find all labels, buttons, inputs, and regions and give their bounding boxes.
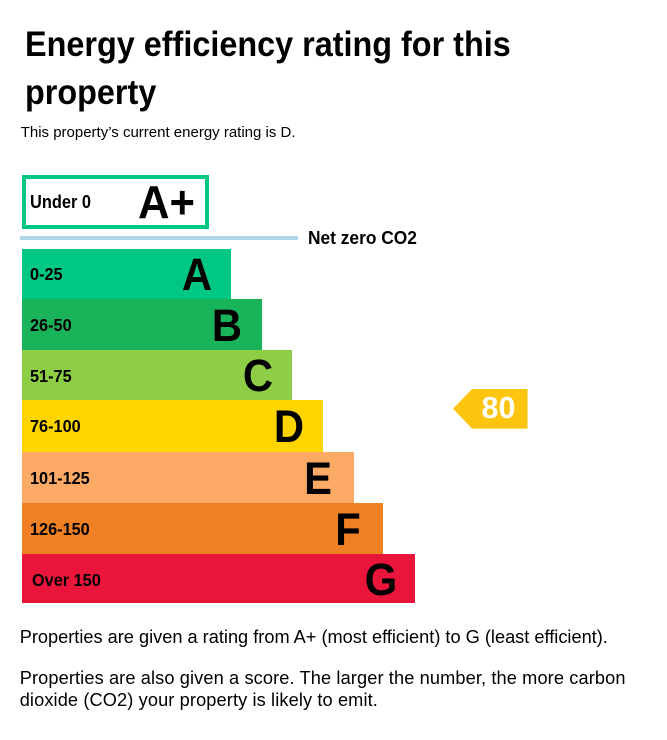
svg-text:80: 80 <box>482 391 516 425</box>
